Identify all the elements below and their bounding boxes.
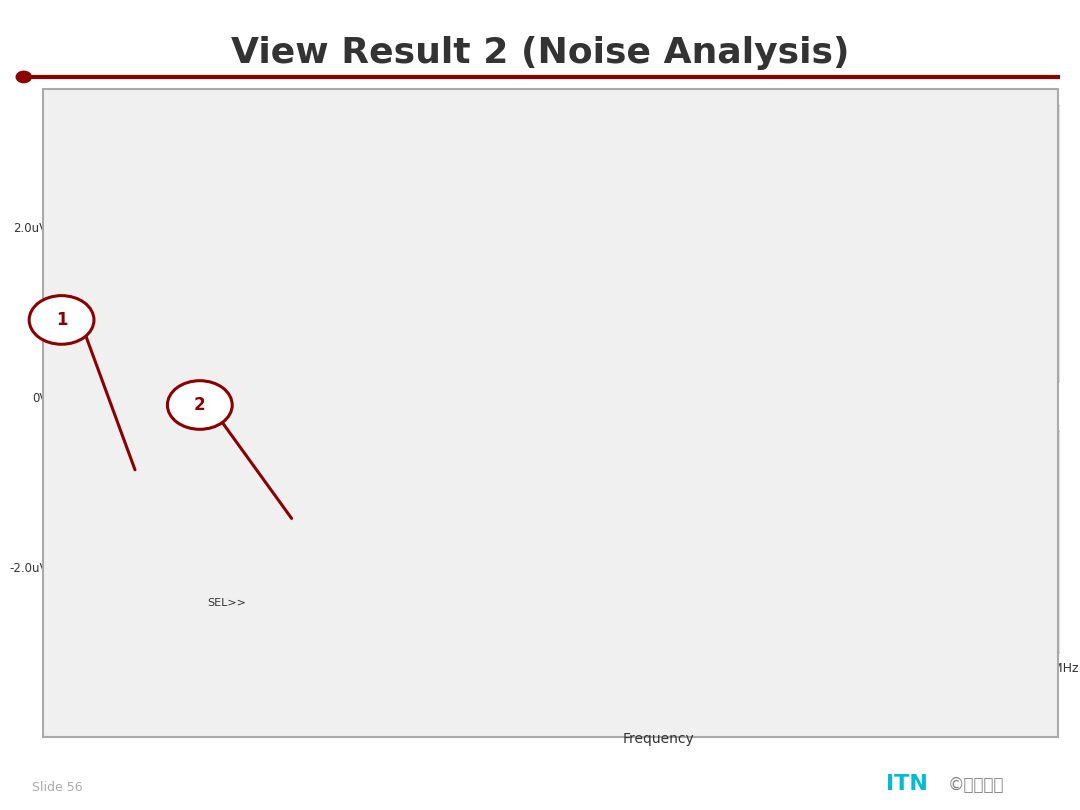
FancyBboxPatch shape	[265, 131, 527, 194]
Text: V( INOISE): V( INOISE)	[345, 686, 416, 700]
FancyBboxPatch shape	[269, 675, 305, 711]
Text: SQRT( S( V( ONOISE) *V( ONOISE) ) ): SQRT( S( V( ONOISE) *V( ONOISE) ) )	[372, 399, 634, 412]
Text: View Result 2 (Noise Analysis): View Result 2 (Noise Analysis)	[231, 36, 849, 70]
Text: Slide 56: Slide 56	[32, 781, 83, 794]
Text: ©아이티앤: ©아이티앤	[948, 776, 1004, 794]
Text: 2: 2	[498, 686, 508, 700]
Text: V( ONOISE): V( ONOISE)	[561, 686, 632, 700]
Text: 1: 1	[282, 686, 292, 700]
Text: 2: 2	[194, 396, 205, 414]
Text: SEL>>: SEL>>	[207, 599, 246, 608]
Text: Trace >> Add Plot to Window: Trace >> Add Plot to Window	[299, 156, 491, 169]
FancyBboxPatch shape	[296, 382, 710, 429]
FancyBboxPatch shape	[485, 675, 521, 711]
Text: 1: 1	[56, 311, 67, 329]
Text: Frequency: Frequency	[623, 732, 694, 746]
Text: ITN: ITN	[886, 774, 928, 794]
